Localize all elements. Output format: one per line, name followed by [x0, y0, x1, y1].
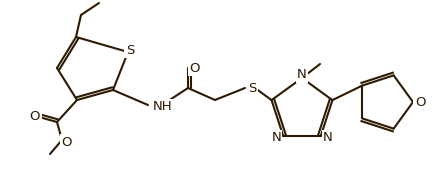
- Text: O: O: [62, 135, 72, 148]
- Text: O: O: [190, 61, 200, 75]
- Text: O: O: [30, 111, 40, 123]
- Text: N: N: [323, 131, 333, 144]
- Text: S: S: [126, 43, 134, 56]
- Text: N: N: [297, 68, 307, 82]
- Text: S: S: [248, 82, 256, 95]
- Text: O: O: [415, 95, 425, 109]
- Text: N: N: [271, 131, 281, 144]
- Text: NH: NH: [153, 100, 173, 114]
